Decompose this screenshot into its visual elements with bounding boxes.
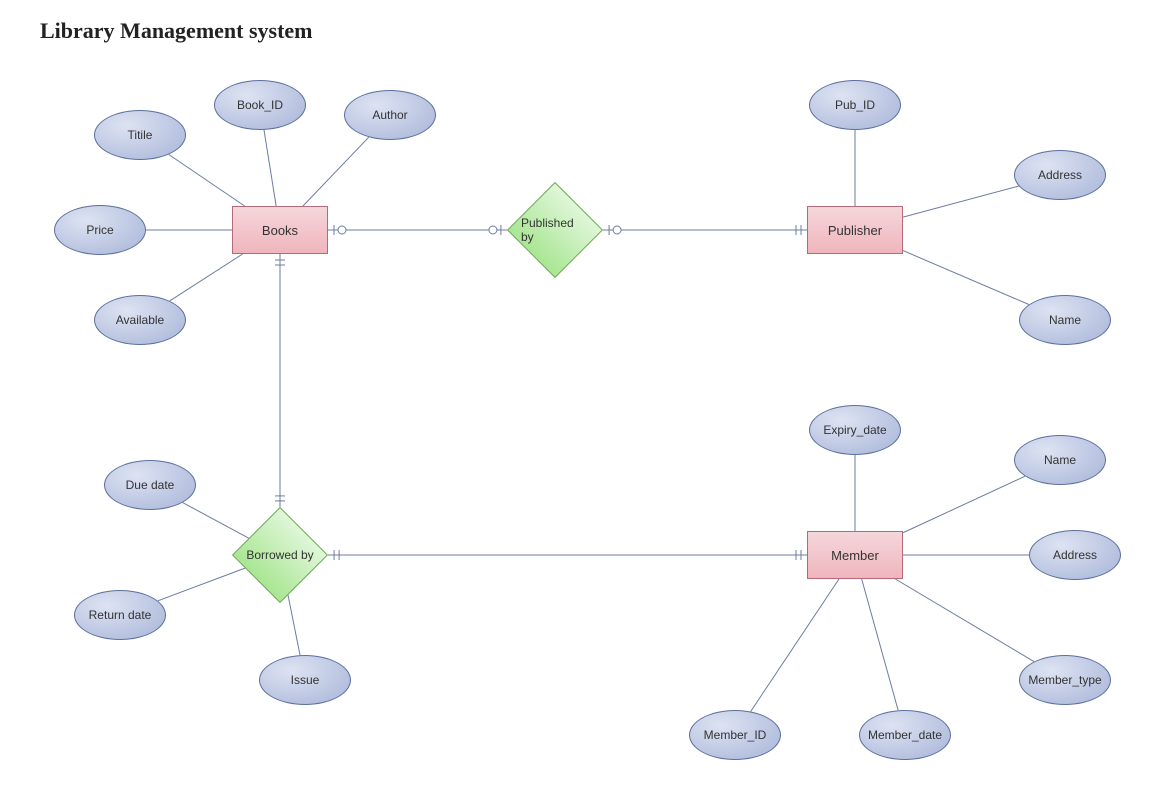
attribute-price: Price [54,205,146,255]
attribute-m_id: Member_ID [689,710,781,760]
entity-member: Member [807,531,903,579]
attribute-label: Return date [89,608,152,622]
attribute-label: Member_type [1028,673,1101,687]
attribute-p_name: Name [1019,295,1111,345]
attribute-label: Author [372,108,407,122]
attribute-label: Due date [126,478,175,492]
entity-label: Member [831,548,879,563]
er-diagram-canvas: Library Management system BooksPublisher… [0,0,1155,800]
attribute-label: Member_date [868,728,942,742]
attribute-label: Member_ID [704,728,767,742]
relationship-label: Published by [521,196,589,264]
relationship-label: Borrowed by [246,521,314,589]
attribute-m_name: Name [1014,435,1106,485]
relationship-published_by: Published by [521,196,589,264]
attribute-label: Address [1053,548,1097,562]
attribute-label: Name [1044,453,1076,467]
attribute-titile: Titile [94,110,186,160]
entity-books: Books [232,206,328,254]
attribute-return_date: Return date [74,590,166,640]
attribute-label: Book_ID [237,98,283,112]
entity-publisher: Publisher [807,206,903,254]
attribute-p_address: Address [1014,150,1106,200]
attribute-label: Expiry_date [823,423,886,437]
attribute-m_date: Member_date [859,710,951,760]
attribute-due_date: Due date [104,460,196,510]
attribute-book_id: Book_ID [214,80,306,130]
attribute-author: Author [344,90,436,140]
attribute-m_type: Member_type [1019,655,1111,705]
attribute-label: Pub_ID [835,98,875,112]
attribute-available: Available [94,295,186,345]
attribute-label: Titile [128,128,153,142]
attribute-pub_id: Pub_ID [809,80,901,130]
attribute-label: Price [86,223,113,237]
attribute-label: Address [1038,168,1082,182]
attribute-expiry_date: Expiry_date [809,405,901,455]
attribute-label: Name [1049,313,1081,327]
relationship-borrowed_by: Borrowed by [246,521,314,589]
attribute-m_address: Address [1029,530,1121,580]
entity-label: Books [262,223,298,238]
attribute-issue: Issue [259,655,351,705]
attribute-label: Issue [291,673,320,687]
attribute-label: Available [116,313,164,327]
entity-label: Publisher [828,223,882,238]
